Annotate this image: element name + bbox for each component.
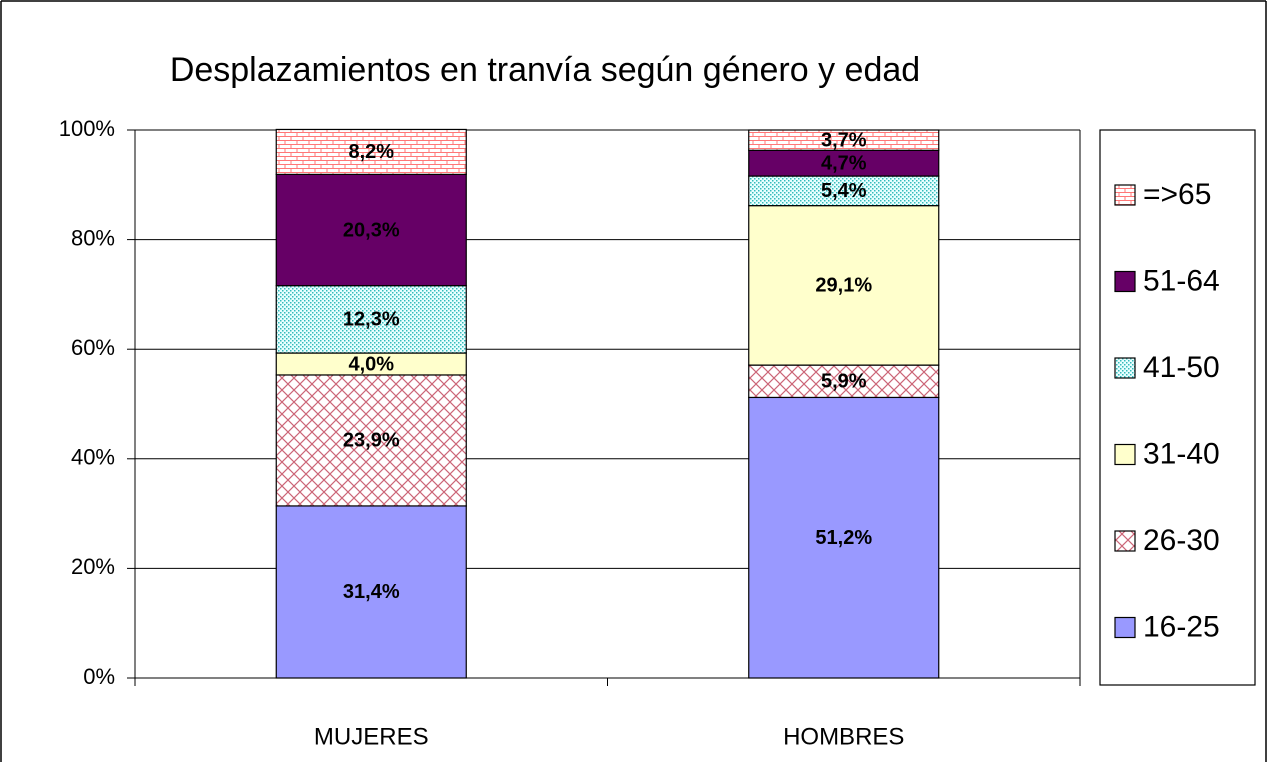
legend-label: 41-50 bbox=[1143, 351, 1220, 384]
data-label: 12,3% bbox=[343, 309, 400, 331]
legend-swatch bbox=[1114, 443, 1136, 466]
x-tick-label: HOMBRES bbox=[783, 723, 904, 750]
y-tick-label: 60% bbox=[71, 335, 115, 360]
bar-segment bbox=[275, 374, 467, 507]
data-label: 23,9% bbox=[343, 430, 400, 452]
bar-segment bbox=[275, 128, 467, 175]
legend-label: 26-30 bbox=[1143, 524, 1220, 557]
data-label: 3,7% bbox=[821, 129, 867, 151]
y-tick-label: 0% bbox=[83, 664, 115, 689]
data-label: 5,4% bbox=[821, 180, 867, 202]
legend-box bbox=[1099, 129, 1256, 686]
legend-swatch bbox=[1114, 270, 1136, 293]
y-tick-label: 40% bbox=[71, 445, 115, 470]
x-tick-label: MUJERES bbox=[314, 723, 429, 750]
bar-segment bbox=[275, 173, 467, 287]
legend-label: =>65 bbox=[1143, 178, 1211, 211]
bar-segment bbox=[748, 129, 940, 151]
legend-swatch bbox=[1114, 616, 1136, 639]
legend-swatch bbox=[1114, 530, 1136, 552]
bar-segment bbox=[748, 175, 940, 207]
y-tick-label: 100% bbox=[59, 116, 115, 141]
data-label: 20,3% bbox=[343, 219, 400, 241]
data-label: 31,4% bbox=[343, 581, 400, 603]
legend-swatch bbox=[1114, 184, 1136, 206]
data-label: 29,1% bbox=[815, 275, 872, 297]
bar-segment bbox=[748, 364, 940, 399]
legend-label: 31-40 bbox=[1143, 437, 1220, 470]
bar-segment bbox=[275, 505, 467, 679]
bar-segment bbox=[748, 149, 940, 177]
data-label: 51,2% bbox=[815, 527, 872, 549]
bar-segment bbox=[748, 205, 940, 366]
y-tick-label: 20% bbox=[71, 554, 115, 579]
chart-title: Desplazamientos en tranvía según género … bbox=[170, 51, 920, 89]
data-label: 4,0% bbox=[348, 353, 394, 375]
data-label: 5,9% bbox=[821, 371, 867, 393]
data-label: 4,7% bbox=[821, 152, 867, 174]
data-label: 8,2% bbox=[348, 141, 394, 163]
legend-swatch bbox=[1114, 357, 1136, 379]
bar-segment bbox=[748, 396, 940, 679]
legend-label: 16-25 bbox=[1143, 610, 1220, 643]
legend-label: 51-64 bbox=[1143, 264, 1220, 297]
y-tick-label: 80% bbox=[71, 225, 115, 250]
